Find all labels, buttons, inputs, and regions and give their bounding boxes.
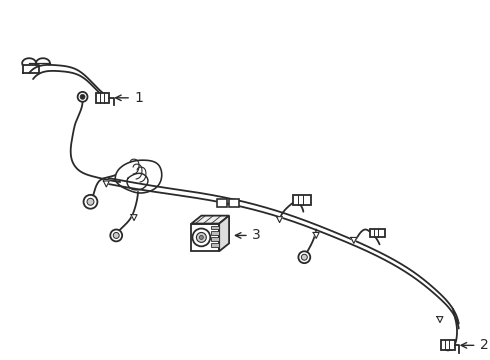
Polygon shape bbox=[131, 215, 137, 221]
Circle shape bbox=[298, 251, 310, 263]
Bar bbox=[229, 199, 239, 207]
Bar bbox=[97, 93, 109, 103]
Text: 3: 3 bbox=[252, 229, 261, 242]
Circle shape bbox=[196, 233, 206, 242]
Polygon shape bbox=[103, 181, 109, 187]
Bar bbox=[217, 199, 227, 207]
Polygon shape bbox=[192, 224, 219, 251]
Circle shape bbox=[87, 198, 94, 205]
Polygon shape bbox=[192, 216, 229, 224]
Circle shape bbox=[301, 254, 307, 260]
Text: 1: 1 bbox=[134, 91, 143, 105]
Circle shape bbox=[80, 94, 85, 99]
Circle shape bbox=[110, 229, 122, 241]
Circle shape bbox=[199, 235, 203, 239]
Circle shape bbox=[113, 233, 119, 238]
Circle shape bbox=[77, 92, 88, 102]
Bar bbox=[441, 340, 455, 350]
Polygon shape bbox=[219, 216, 229, 251]
Circle shape bbox=[84, 195, 98, 209]
Circle shape bbox=[193, 229, 210, 246]
Bar bbox=[211, 237, 219, 241]
Bar bbox=[211, 231, 219, 235]
Polygon shape bbox=[437, 316, 443, 323]
Bar bbox=[211, 243, 219, 247]
Polygon shape bbox=[351, 237, 357, 243]
Bar bbox=[211, 225, 219, 229]
Polygon shape bbox=[276, 217, 283, 222]
Text: 2: 2 bbox=[480, 338, 489, 352]
Polygon shape bbox=[313, 233, 319, 238]
Bar bbox=[294, 195, 311, 205]
Bar bbox=[369, 229, 386, 237]
